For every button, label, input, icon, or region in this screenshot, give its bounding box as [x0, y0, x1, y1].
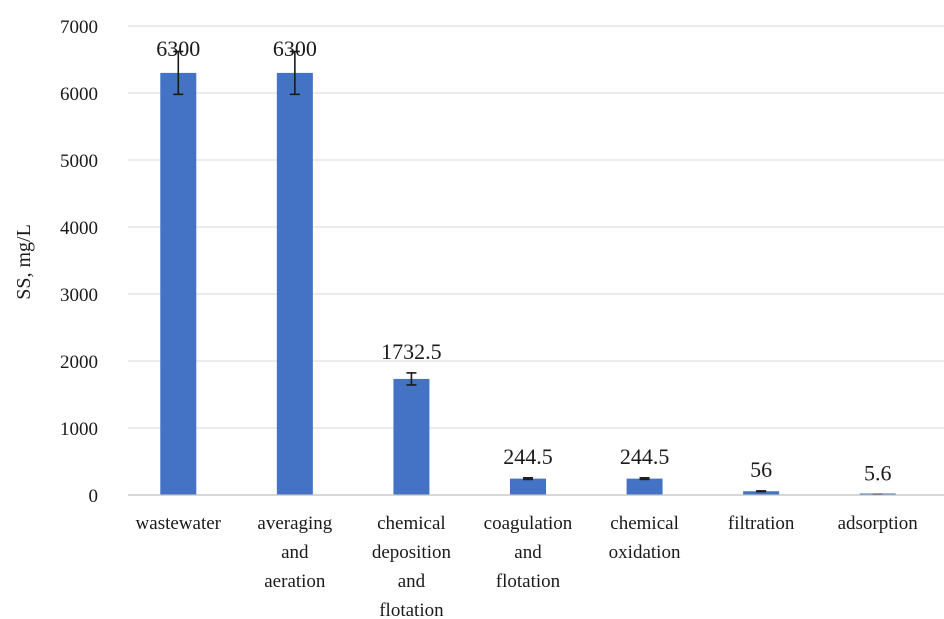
error-bar	[289, 50, 300, 96]
gridlines	[128, 25, 944, 429]
y-tick-label: 3000	[60, 285, 98, 306]
data-label: 6300	[273, 36, 317, 61]
data-label: 244.5	[503, 444, 553, 469]
bar	[626, 478, 663, 495]
data-labels: 6300 6300 1732.5 244.5 244.5 56 5.6	[156, 36, 891, 486]
category-labels: wastewater averaging and aeration chemical de…	[136, 513, 919, 619]
error-bars	[173, 50, 883, 496]
data-label: 56	[750, 457, 772, 482]
y-tick-label: 0	[89, 486, 99, 507]
y-axis-ticks: 0 1000 2000 3000 4000 5000 6000 7000	[60, 17, 98, 507]
error-bar	[406, 372, 417, 386]
error-bar	[523, 477, 533, 481]
y-tick-label: 1000	[60, 419, 98, 440]
category-label-line: oxidation	[609, 542, 681, 563]
bar	[743, 491, 780, 495]
category-label-line: averaging	[257, 513, 332, 534]
y-tick-label: 6000	[60, 84, 98, 105]
category-label-line: deposition	[372, 542, 452, 563]
category-label-line: chemical	[610, 513, 679, 534]
category-label: adsorption	[838, 513, 919, 534]
category-label-line: and	[398, 571, 426, 592]
y-tick-label: 5000	[60, 151, 98, 172]
category-label-line: filtration	[728, 513, 795, 534]
bar	[393, 378, 430, 495]
category-label-line: and	[281, 542, 309, 563]
data-label: 6300	[156, 36, 200, 61]
category-label: averaging and aeration	[257, 513, 332, 592]
data-label: 5.6	[864, 461, 892, 486]
y-tick-label: 4000	[60, 218, 98, 239]
category-label-line: wastewater	[136, 513, 222, 534]
error-bar	[173, 50, 184, 96]
y-tick-label: 7000	[60, 17, 98, 38]
bar	[276, 72, 313, 496]
error-bar	[639, 477, 650, 481]
y-tick-label: 2000	[60, 352, 98, 373]
category-label-line: and	[514, 542, 542, 563]
y-axis-title: SS, mg/L	[13, 224, 35, 300]
category-label: coagulation and flotation	[484, 513, 573, 592]
category-label: chemical oxidation	[609, 513, 681, 563]
category-label-line: coagulation	[484, 513, 573, 534]
category-label-line: flotation	[379, 600, 444, 619]
category-label: chemical deposition and flotation	[372, 513, 452, 619]
data-label: 1732.5	[381, 339, 442, 364]
error-bar	[756, 490, 767, 493]
category-label-line: aeration	[264, 571, 326, 592]
category-label-line: adsorption	[838, 513, 919, 534]
category-label: wastewater	[136, 513, 222, 534]
category-label-line: chemical	[377, 513, 446, 534]
bar	[160, 72, 197, 496]
bar	[510, 478, 546, 495]
bars	[160, 72, 896, 496]
category-label: filtration	[728, 513, 795, 534]
data-label: 244.5	[620, 444, 670, 469]
category-label-line: flotation	[496, 571, 561, 592]
